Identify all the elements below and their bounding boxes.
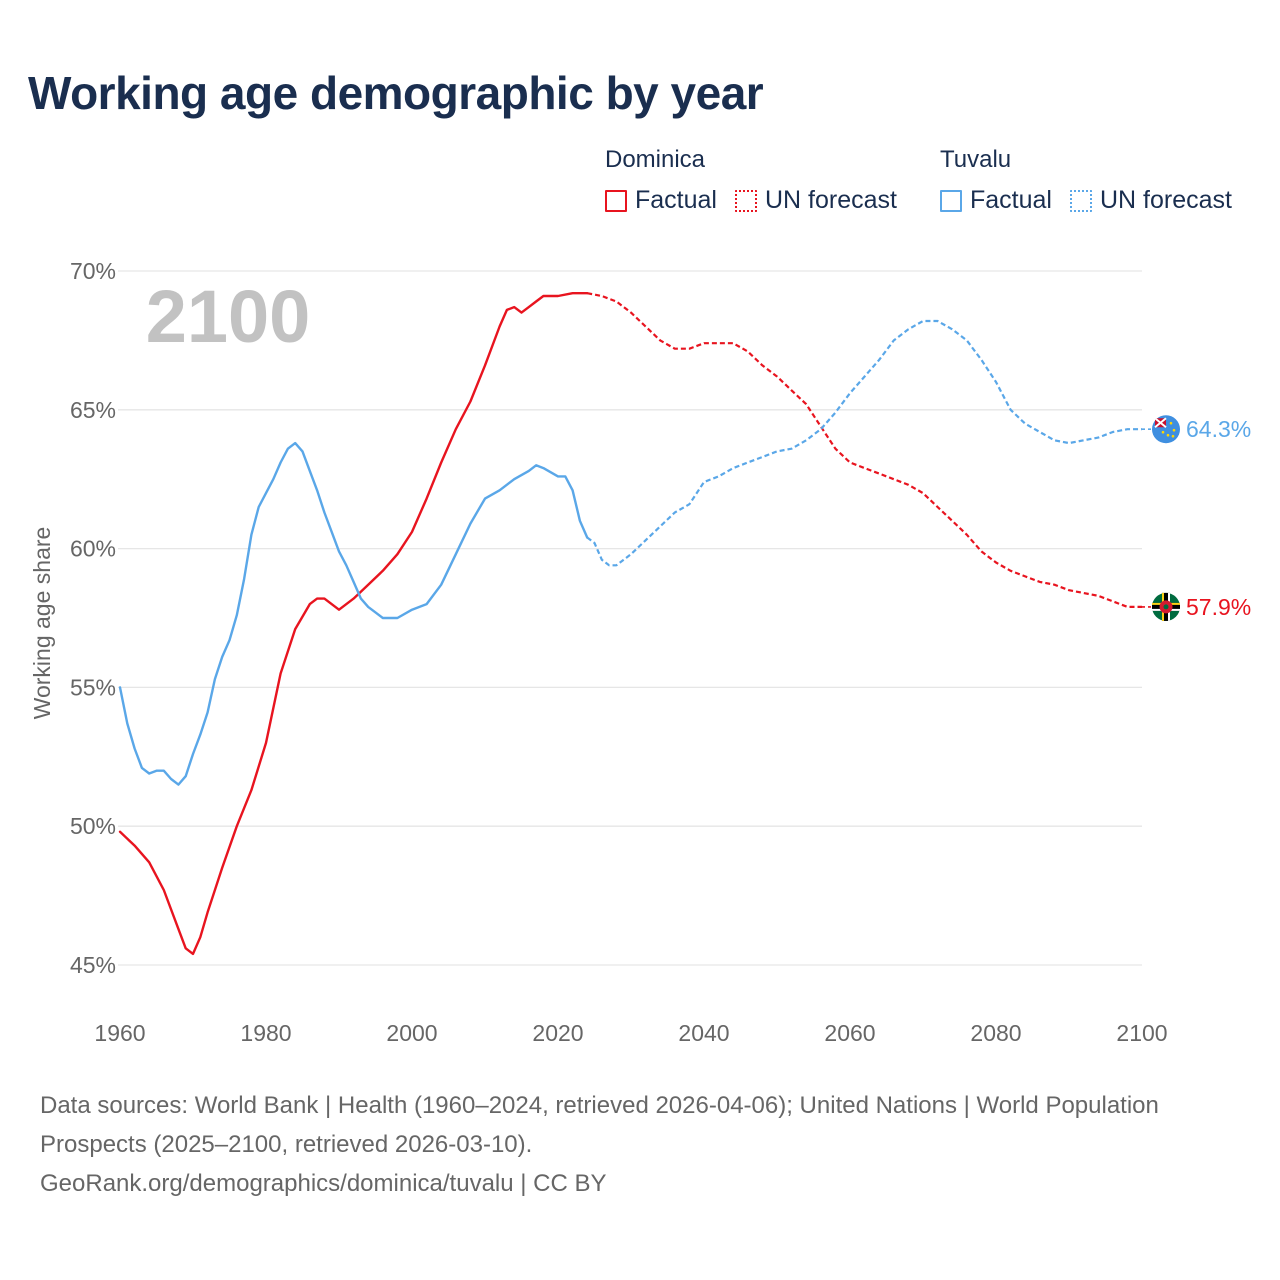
- legend-item-dominica-forecast[interactable]: UN forecast: [734, 186, 897, 215]
- x-tick-label: 2080: [970, 1020, 1021, 1046]
- legend-swatch-solid: [940, 189, 962, 212]
- flag-parrot: [1163, 604, 1169, 610]
- legend-item-tuvalu-forecast[interactable]: UN forecast: [1069, 186, 1232, 215]
- series-line-dominica-forecast: [586, 292, 1142, 608]
- flag-star: [1172, 428, 1176, 432]
- y-tick-label: 60%: [70, 536, 116, 562]
- year-watermark: 2100: [146, 275, 311, 358]
- page-title: Working age demographic by year: [28, 67, 764, 119]
- legend-group-tuvalu: Tuvalu Factual UN forecast: [940, 144, 1250, 215]
- x-tick-label: 1960: [94, 1020, 145, 1046]
- legend-label: UN forecast: [764, 186, 897, 214]
- y-tick-label: 65%: [70, 397, 116, 423]
- series-line-tuvalu-forecast: [586, 319, 1142, 567]
- legend-label: Factual: [635, 186, 717, 214]
- flag-star: [1171, 434, 1175, 438]
- x-tick-label: 2060: [824, 1020, 875, 1046]
- legend-group-dominica: Dominica Factual UN forecast: [605, 144, 915, 215]
- legend-label: UN forecast: [1099, 186, 1232, 214]
- x-tick-label: 2040: [678, 1020, 729, 1046]
- y-tick-label: 50%: [70, 813, 116, 839]
- credit-link[interactable]: GeoRank.org/demographics/dominica/tuvalu…: [40, 1170, 607, 1197]
- legend-label: Factual: [970, 186, 1052, 214]
- end-value-label-dominica: 57.9%: [1186, 594, 1251, 620]
- end-value-label-tuvalu: 64.3%: [1186, 416, 1251, 442]
- x-tick-label: 2000: [386, 1020, 437, 1046]
- flag-star: [1161, 430, 1165, 434]
- flag-star: [1166, 433, 1170, 437]
- series-line-tuvalu-factual: [118, 441, 589, 786]
- legend-item-tuvalu-factual[interactable]: Factual: [940, 186, 1052, 215]
- series-line-dominica-factual: [118, 292, 589, 956]
- legend-swatch-dotted: [734, 189, 757, 212]
- tuvalu-flag-icon: [1152, 415, 1180, 444]
- dominica-flag-icon: [1152, 592, 1180, 621]
- flag-cross: [1154, 417, 1167, 429]
- legend-swatch-solid: [605, 189, 627, 212]
- y-axis-label: Working age share: [29, 527, 55, 720]
- footer: Data sources: World Bank | Health (1960–…: [40, 1086, 1220, 1203]
- line-chart: 2100 45% 50% 55% 60% 65% 70% 1960 1980 2000 2020 2…: [29, 258, 1251, 1046]
- data-sources-text: Data sources: World Bank | Health (1960–…: [40, 1092, 1159, 1158]
- legend-item-dominica-factual[interactable]: Factual: [605, 186, 717, 215]
- x-tick-label: 1980: [240, 1020, 291, 1046]
- x-tick-label: 2020: [532, 1020, 583, 1046]
- legend-country-label: Tuvalu: [940, 146, 1012, 173]
- y-tick-label: 55%: [70, 674, 116, 700]
- x-tick-label: 2100: [1116, 1020, 1167, 1046]
- y-tick-label: 45%: [70, 952, 116, 978]
- legend-swatch-dotted: [1069, 189, 1092, 212]
- flag-star: [1169, 421, 1173, 425]
- y-tick-label: 70%: [70, 258, 116, 284]
- legend-country-label: Dominica: [605, 146, 706, 173]
